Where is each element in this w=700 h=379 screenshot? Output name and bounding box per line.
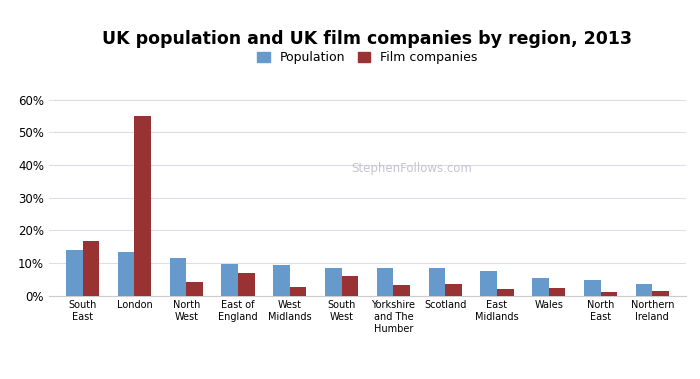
Bar bbox=[480, 271, 497, 296]
Bar bbox=[290, 287, 307, 296]
Text: StephenFollows.com: StephenFollows.com bbox=[351, 162, 472, 175]
Bar bbox=[636, 284, 652, 296]
Bar bbox=[532, 278, 549, 296]
Bar bbox=[273, 265, 290, 296]
Bar bbox=[342, 276, 358, 296]
Bar bbox=[497, 289, 514, 296]
Bar bbox=[169, 258, 186, 296]
Bar bbox=[377, 268, 393, 296]
Bar bbox=[393, 285, 410, 296]
Bar bbox=[584, 280, 601, 296]
Bar bbox=[118, 252, 134, 296]
Bar bbox=[428, 268, 445, 296]
Bar bbox=[601, 292, 617, 296]
Bar bbox=[83, 241, 99, 296]
Bar bbox=[445, 283, 462, 296]
Bar bbox=[325, 268, 342, 296]
Bar bbox=[549, 288, 566, 296]
Bar bbox=[66, 250, 83, 296]
Bar bbox=[238, 273, 255, 296]
Bar bbox=[186, 282, 203, 296]
Bar bbox=[134, 116, 151, 296]
Bar bbox=[652, 291, 669, 296]
Title: UK population and UK film companies by region, 2013: UK population and UK film companies by r… bbox=[102, 30, 633, 49]
Bar bbox=[221, 264, 238, 296]
Legend: Population, Film companies: Population, Film companies bbox=[258, 52, 477, 64]
